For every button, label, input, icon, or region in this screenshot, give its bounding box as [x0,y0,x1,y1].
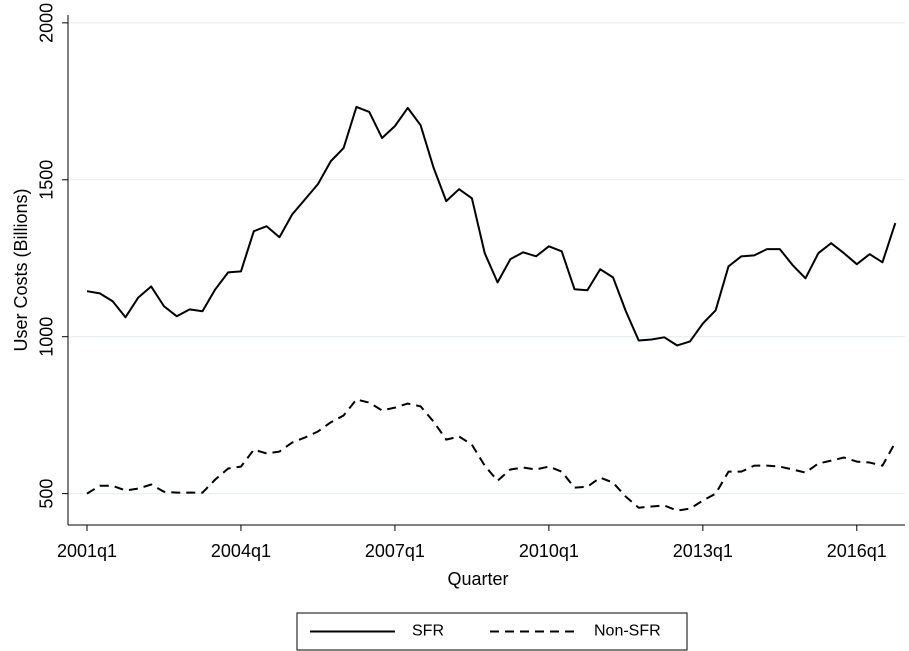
legend-label: Non-SFR [594,623,661,640]
x-tick-label: 2013q1 [673,541,733,561]
x-tick-label: 2001q1 [57,541,117,561]
y-tick-label: 1500 [37,160,57,200]
x-tick-label: 2016q1 [827,541,887,561]
x-tick-label: 2004q1 [211,541,271,561]
x-tick-label: 2007q1 [365,541,425,561]
series-line [86,398,897,512]
y-tick-label: 2000 [37,3,57,43]
y-axis-label: User Costs (Billions) [11,188,31,351]
x-axis-label: Quarter [447,569,508,589]
y-tick-label: 500 [37,479,57,509]
legend-label: SFR [412,623,444,640]
x-tick-label: 2010q1 [519,541,579,561]
y-tick-label: 1000 [37,317,57,357]
series-line [86,105,897,347]
